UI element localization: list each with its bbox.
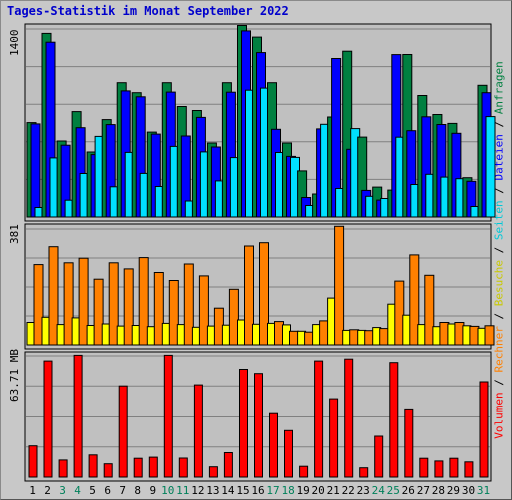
x-tick-label: 19 [296, 484, 309, 497]
x-tick-label: 22 [342, 484, 355, 497]
bottom-bar-volumen-30 [464, 461, 474, 478]
x-tick-label: 31 [477, 484, 490, 497]
x-tick-label: 8 [134, 484, 141, 497]
bottom-bar-volumen-2 [43, 360, 53, 478]
bottom-bar-volumen-23 [359, 467, 369, 478]
x-tick-label: 7 [119, 484, 126, 497]
middle-bar-rechner-2 [48, 246, 59, 346]
bottom-bar-volumen-10 [163, 354, 173, 478]
middle-bar-rechner-15 [244, 245, 254, 346]
x-tick-label: 20 [311, 484, 324, 497]
x-tick-label: 15 [236, 484, 249, 497]
x-tick-label: 2 [44, 484, 51, 497]
bottom-bar-volumen-14 [223, 452, 233, 478]
bottom-bar-volumen-24 [374, 435, 384, 478]
x-tick-label: 26 [402, 484, 415, 497]
x-tick-label: 11 [176, 484, 189, 497]
bottom-bar-volumen-18 [284, 429, 293, 478]
bottom-bar-volumen-3 [58, 459, 68, 478]
x-tick-label: 18 [281, 484, 294, 497]
middle-bar-rechner-31 [484, 325, 495, 346]
bottom-bar-volumen-7 [118, 385, 128, 478]
middle-bar-rechner-27 [424, 274, 435, 346]
x-tick-label: 9 [149, 484, 156, 497]
x-tick-label: 28 [432, 484, 445, 497]
middle-bar-rechner-16 [259, 242, 269, 346]
top-bar-dateien-1 [30, 123, 41, 218]
chart-title: Tages-Statistik im Monat September 2022 [7, 4, 289, 18]
bottom-bar-volumen-28 [434, 460, 444, 478]
x-tick-label: 3 [59, 484, 66, 497]
x-tick-label: 14 [221, 484, 235, 497]
middle-bar-rechner-6 [108, 262, 119, 346]
middle-bar-rechner-14 [228, 288, 239, 346]
x-tick-label: 13 [206, 484, 219, 497]
middle-bar-rechner-12 [198, 275, 209, 346]
bottom-bar-volumen-6 [103, 463, 113, 478]
x-tick-label: 21 [327, 484, 340, 497]
bottom-bar-volumen-12 [193, 384, 203, 478]
x-tick-label: 4 [74, 484, 81, 497]
bottom-bar-volumen-20 [314, 360, 324, 478]
bottom-bar-volumen-25 [389, 362, 399, 478]
bottom-bar-volumen-17 [269, 412, 278, 478]
x-tick-label: 27 [417, 484, 430, 497]
bottom-bar-volumen-21 [329, 398, 339, 478]
middle-bar-rechner-8 [138, 257, 149, 346]
top-bar-seiten-31 [485, 116, 496, 218]
middle-bar-rechner-10 [168, 280, 179, 346]
middle-bar-rechner-25 [394, 280, 405, 346]
x-tick-label: 23 [357, 484, 370, 497]
x-tick-label: 10 [161, 484, 174, 497]
x-tick-label: 29 [447, 484, 460, 497]
bottom-bar-volumen-31 [479, 381, 489, 478]
middle-bar-rechner-9 [153, 272, 164, 346]
middle-bar-rechner-5 [93, 278, 104, 346]
middle-bar-rechner-7 [123, 268, 134, 346]
x-tick-label: 12 [191, 484, 204, 497]
bottom-bar-volumen-15 [239, 369, 248, 478]
bottom-bar-volumen-16 [254, 373, 263, 478]
bottom-bar-volumen-1 [28, 445, 38, 478]
bottom-bar-volumen-26 [404, 408, 414, 478]
middle-bar-rechner-26 [409, 254, 420, 346]
bottom-bar-volumen-11 [178, 457, 188, 478]
bottom-bar-volumen-8 [133, 457, 143, 478]
bottom-bar-volumen-4 [73, 354, 83, 478]
x-tick-label: 16 [251, 484, 264, 497]
bottom-bar-volumen-19 [299, 465, 309, 478]
middle-bar-rechner-21 [334, 225, 345, 346]
x-tick-label: 1 [29, 484, 36, 497]
middle-bar-rechner-1 [33, 264, 44, 346]
middle-bar-rechner-11 [183, 263, 194, 346]
bottom-bar-volumen-9 [148, 456, 158, 478]
x-tick-label: 5 [89, 484, 96, 497]
bottom-bar-volumen-22 [344, 358, 354, 478]
middle-bar-rechner-4 [78, 257, 89, 346]
x-tick-label: 25 [387, 484, 400, 497]
bottom-bar-volumen-5 [88, 454, 98, 478]
x-tick-label: 17 [266, 484, 279, 497]
bottom-bar-volumen-13 [208, 466, 218, 478]
bottom-bar-volumen-27 [419, 457, 429, 478]
middle-bar-rechner-3 [63, 262, 74, 346]
bottom-bar-volumen-29 [449, 457, 459, 478]
x-tick-label: 6 [104, 484, 111, 497]
x-tick-label: 24 [372, 484, 386, 497]
x-tick-label: 30 [462, 484, 475, 497]
